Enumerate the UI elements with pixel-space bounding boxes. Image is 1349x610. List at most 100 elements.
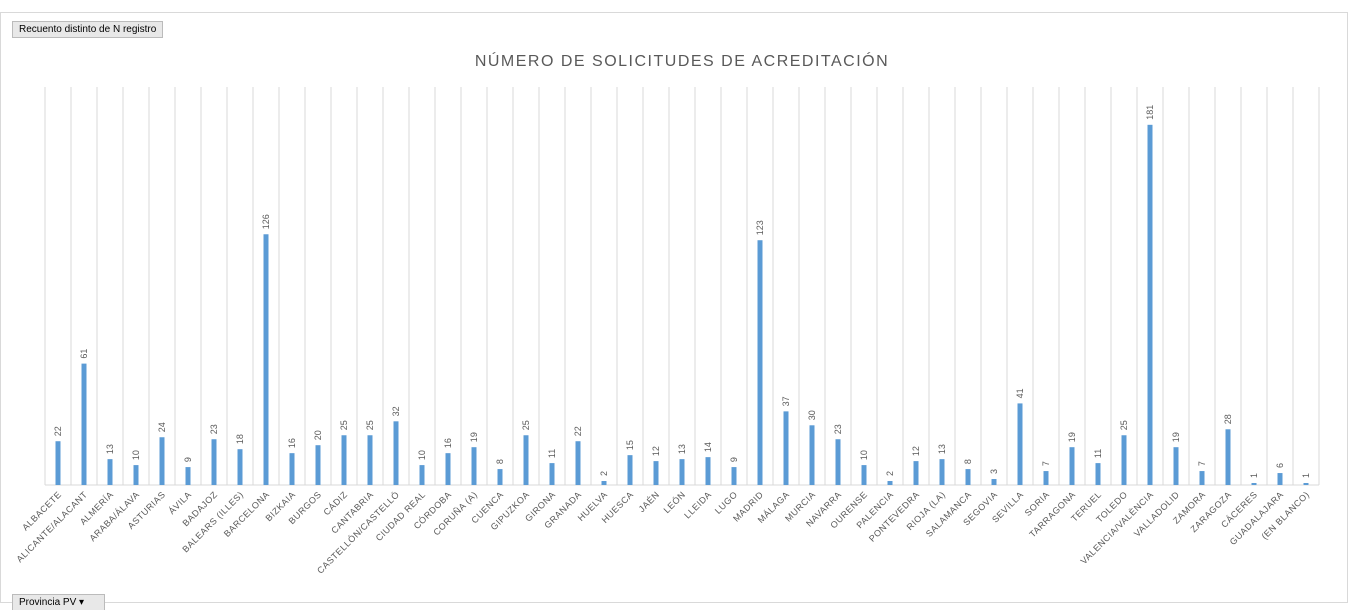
bar	[211, 439, 217, 485]
bar	[887, 481, 893, 485]
bar	[1303, 483, 1309, 485]
data-label: 8	[495, 459, 505, 464]
bar	[497, 469, 503, 485]
bar	[1199, 471, 1205, 485]
data-label: 10	[417, 450, 427, 460]
data-label: 61	[79, 349, 89, 359]
bar	[367, 435, 373, 485]
data-label: 24	[157, 422, 167, 432]
data-label: 2	[599, 471, 609, 476]
bar	[1069, 447, 1075, 485]
bar	[965, 469, 971, 485]
data-label: 19	[469, 432, 479, 442]
bar	[263, 234, 269, 485]
data-label: 25	[521, 420, 531, 430]
bar	[861, 465, 867, 485]
data-label: 15	[625, 440, 635, 450]
data-label: 10	[859, 450, 869, 460]
bar	[107, 459, 113, 485]
data-label: 22	[573, 426, 583, 436]
data-label: 41	[1015, 388, 1025, 398]
bar	[133, 465, 139, 485]
data-label: 7	[1041, 461, 1051, 466]
data-label: 16	[443, 438, 453, 448]
data-label: 18	[235, 434, 245, 444]
data-label: 23	[209, 424, 219, 434]
data-label: 19	[1067, 432, 1077, 442]
bar	[575, 441, 581, 485]
data-label: 8	[963, 459, 973, 464]
x-tick-label: TARRAGONA	[1027, 489, 1077, 539]
data-label: 30	[807, 410, 817, 420]
chart-border	[0, 12, 1348, 603]
x-tick-label: BARCELONA	[222, 489, 272, 539]
data-label: 1	[1301, 473, 1311, 478]
data-label: 12	[651, 446, 661, 456]
data-label: 32	[391, 406, 401, 416]
axis-field-button[interactable]: Provincia PV ▾	[12, 594, 106, 610]
x-tick-label: JAÉN	[637, 489, 662, 514]
x-tick-label: VALLADOLID	[1132, 489, 1181, 538]
data-label: 22	[53, 426, 63, 436]
data-label: 25	[339, 420, 349, 430]
x-tick-label: LLEIDA	[682, 489, 713, 520]
bar	[757, 240, 763, 485]
bar	[1277, 473, 1283, 485]
bar	[913, 461, 919, 485]
data-label: 13	[677, 444, 687, 454]
bar	[341, 435, 347, 485]
data-label: 9	[729, 457, 739, 462]
data-label: 7	[1197, 461, 1207, 466]
bar	[81, 363, 87, 485]
bar	[835, 439, 841, 485]
bar	[55, 441, 61, 485]
bar	[1095, 463, 1101, 485]
bar	[1251, 483, 1257, 485]
x-tick-label: (EN BLANCO)	[1259, 489, 1311, 541]
data-label: 16	[287, 438, 297, 448]
data-label: 13	[937, 444, 947, 454]
axis-field-label: Provincia PV	[19, 597, 77, 608]
x-tick-label: SALAMANCA	[924, 489, 974, 539]
data-label: 25	[365, 420, 375, 430]
bar	[1121, 435, 1127, 485]
data-label: 10	[131, 450, 141, 460]
data-label: 13	[105, 444, 115, 454]
bar	[523, 435, 529, 485]
data-label: 20	[313, 430, 323, 440]
bar	[1043, 471, 1049, 485]
bar	[1017, 403, 1023, 485]
bar	[237, 449, 243, 485]
data-label: 25	[1119, 420, 1129, 430]
data-label: 181	[1145, 105, 1155, 120]
data-label: 6	[1275, 463, 1285, 468]
bar	[705, 457, 711, 485]
bar	[445, 453, 451, 485]
data-label: 11	[1093, 449, 1103, 458]
bar	[679, 459, 685, 485]
bar	[627, 455, 633, 485]
bar	[939, 459, 945, 485]
data-label: 23	[833, 424, 843, 434]
data-label: 2	[885, 471, 895, 476]
bar	[601, 481, 607, 485]
data-label: 3	[989, 469, 999, 474]
bar	[731, 467, 737, 485]
chart-title: NÚMERO DE SOLICITUDES DE ACREDITACIÓN	[475, 51, 889, 70]
bar	[289, 453, 295, 485]
value-field-button[interactable]: Recuento distinto de N registro	[12, 21, 164, 38]
bar	[783, 411, 789, 485]
data-label: 28	[1223, 414, 1233, 424]
bar	[159, 437, 165, 485]
data-label: 19	[1171, 432, 1181, 442]
data-label: 123	[755, 220, 765, 235]
bar	[393, 421, 399, 485]
bar	[809, 425, 815, 485]
bar	[653, 461, 659, 485]
bar	[1225, 429, 1231, 485]
bar	[991, 479, 997, 485]
data-label: 37	[781, 396, 791, 406]
bar	[549, 463, 555, 485]
